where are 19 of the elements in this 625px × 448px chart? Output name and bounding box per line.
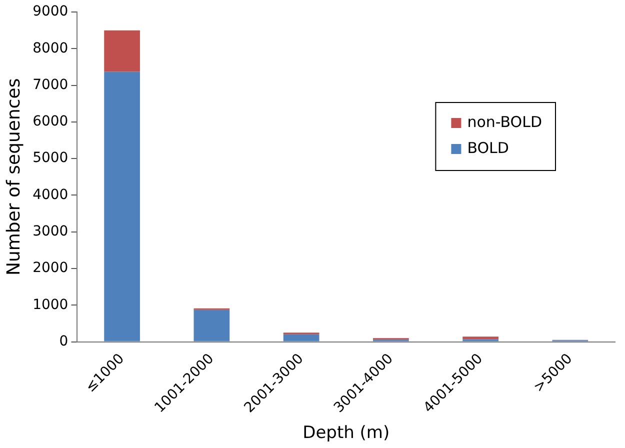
bar: [104, 72, 140, 342]
legend-label: non-BOLD: [467, 112, 542, 131]
y-tick-label: 0: [59, 333, 68, 350]
y-axis-title: Number of sequences: [3, 78, 24, 276]
y-tick-label: 1000: [32, 296, 68, 313]
y-tick-label: 5000: [32, 150, 68, 166]
y-tick-label: 4000: [32, 186, 68, 203]
bar: [462, 336, 498, 340]
bar: [104, 30, 140, 72]
bar: [283, 334, 320, 342]
x-axis-title: Depth (m): [302, 423, 390, 444]
y-tick-label: 8000: [32, 40, 68, 56]
y-tick-label: 3000: [32, 223, 68, 240]
y-tick-label: 7000: [32, 76, 68, 93]
legend-label: BOLD: [467, 138, 509, 157]
bar: [194, 310, 230, 342]
y-tick-label: 9000: [32, 4, 68, 20]
y-tick-label: 6000: [32, 114, 68, 130]
y-tick-label: 2000: [32, 260, 68, 276]
